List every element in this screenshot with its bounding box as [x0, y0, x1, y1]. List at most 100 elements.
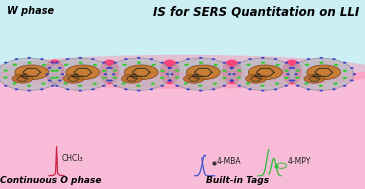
Circle shape	[150, 58, 153, 60]
Circle shape	[104, 73, 107, 75]
Circle shape	[230, 80, 233, 81]
Circle shape	[343, 85, 346, 87]
Ellipse shape	[45, 60, 65, 84]
Circle shape	[230, 67, 233, 69]
Circle shape	[151, 64, 156, 66]
Circle shape	[50, 77, 55, 79]
Circle shape	[222, 77, 226, 79]
Circle shape	[307, 88, 310, 90]
Ellipse shape	[246, 74, 266, 83]
Ellipse shape	[12, 74, 33, 83]
Circle shape	[184, 82, 188, 85]
Circle shape	[305, 64, 309, 66]
Circle shape	[232, 73, 236, 75]
Ellipse shape	[66, 65, 100, 80]
Circle shape	[319, 57, 323, 59]
Ellipse shape	[222, 60, 242, 84]
Circle shape	[27, 90, 31, 91]
Circle shape	[122, 82, 126, 85]
Circle shape	[55, 62, 59, 64]
Circle shape	[296, 62, 300, 64]
Circle shape	[168, 80, 172, 81]
Circle shape	[237, 69, 242, 72]
Circle shape	[48, 67, 51, 69]
Circle shape	[109, 80, 113, 81]
Circle shape	[55, 85, 59, 87]
Circle shape	[261, 62, 265, 64]
Circle shape	[124, 88, 128, 90]
Circle shape	[160, 70, 165, 72]
Circle shape	[160, 77, 164, 79]
Circle shape	[113, 69, 118, 72]
Circle shape	[246, 82, 250, 85]
Circle shape	[292, 67, 295, 69]
Circle shape	[66, 58, 69, 60]
Ellipse shape	[248, 65, 282, 80]
Circle shape	[137, 57, 141, 59]
Circle shape	[319, 85, 323, 87]
Circle shape	[222, 85, 226, 87]
Circle shape	[106, 80, 110, 81]
Circle shape	[40, 58, 44, 60]
Circle shape	[334, 64, 338, 66]
Circle shape	[307, 58, 310, 60]
Circle shape	[260, 85, 265, 87]
Circle shape	[113, 77, 117, 79]
Circle shape	[284, 85, 288, 87]
Ellipse shape	[99, 60, 120, 84]
Ellipse shape	[289, 58, 354, 90]
Circle shape	[212, 88, 215, 90]
Circle shape	[343, 70, 347, 72]
Circle shape	[199, 57, 203, 59]
Circle shape	[102, 62, 105, 64]
Ellipse shape	[160, 60, 180, 84]
Circle shape	[350, 67, 354, 69]
Ellipse shape	[282, 60, 302, 84]
Circle shape	[3, 77, 8, 79]
Ellipse shape	[63, 74, 84, 83]
Circle shape	[58, 67, 62, 69]
Circle shape	[238, 85, 241, 87]
Circle shape	[175, 69, 180, 72]
Circle shape	[343, 62, 346, 64]
Text: CHCl₃: CHCl₃	[61, 154, 83, 163]
Circle shape	[248, 58, 252, 60]
Ellipse shape	[307, 65, 341, 80]
Circle shape	[296, 85, 300, 87]
Circle shape	[238, 62, 241, 64]
Ellipse shape	[124, 65, 158, 80]
Circle shape	[136, 85, 141, 87]
Circle shape	[342, 77, 347, 79]
Text: W phase: W phase	[7, 6, 54, 16]
Ellipse shape	[230, 58, 295, 90]
Circle shape	[319, 62, 324, 64]
Circle shape	[289, 80, 292, 81]
Circle shape	[12, 82, 16, 85]
Circle shape	[332, 58, 336, 60]
Circle shape	[114, 62, 117, 64]
Circle shape	[166, 73, 169, 75]
Circle shape	[304, 82, 308, 85]
Circle shape	[122, 64, 127, 66]
Circle shape	[353, 73, 356, 75]
Circle shape	[15, 88, 18, 90]
Circle shape	[332, 88, 336, 90]
Circle shape	[78, 62, 83, 64]
Circle shape	[230, 80, 234, 81]
Text: 4-MBA: 4-MBA	[216, 157, 241, 166]
Circle shape	[92, 83, 97, 85]
Circle shape	[248, 88, 252, 90]
Circle shape	[228, 73, 231, 75]
Circle shape	[275, 83, 279, 85]
Circle shape	[319, 90, 323, 91]
Text: Continuous O phase: Continuous O phase	[0, 176, 102, 185]
Circle shape	[261, 57, 265, 59]
Ellipse shape	[122, 74, 142, 83]
Circle shape	[64, 64, 68, 66]
Circle shape	[114, 85, 117, 87]
Circle shape	[284, 77, 288, 79]
Circle shape	[78, 57, 82, 59]
Circle shape	[150, 88, 153, 90]
Circle shape	[222, 70, 227, 72]
Circle shape	[186, 58, 190, 60]
